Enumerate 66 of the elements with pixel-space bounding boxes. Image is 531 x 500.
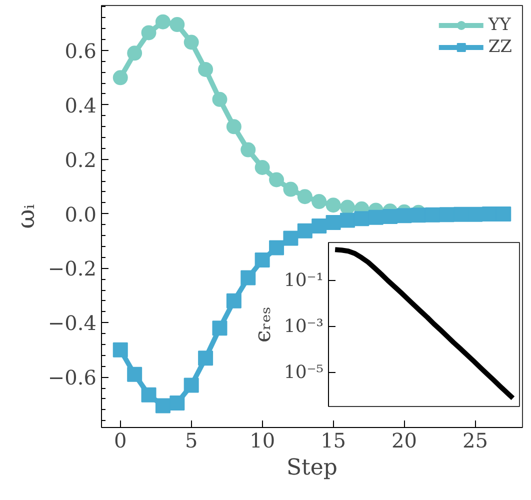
- point: [468, 206, 483, 222]
- point: [170, 395, 185, 410]
- point: [297, 189, 312, 204]
- y-tick-label: 0.0: [64, 202, 97, 226]
- y-tick-label: −0.6: [48, 366, 97, 390]
- point: [112, 70, 128, 86]
- point: [354, 211, 370, 226]
- point: [212, 320, 228, 336]
- point: [254, 252, 270, 268]
- x-tick-label: 0: [114, 428, 127, 452]
- point: [283, 182, 298, 197]
- point: [155, 398, 170, 414]
- y-tick-label: 0.6: [64, 38, 97, 63]
- point: [127, 366, 142, 382]
- point: [141, 25, 156, 40]
- point: [340, 200, 355, 215]
- point: [396, 208, 412, 224]
- point: [127, 46, 142, 61]
- point: [112, 342, 128, 358]
- point: [496, 206, 512, 222]
- point: [368, 210, 384, 225]
- point: [184, 378, 199, 393]
- point: [226, 293, 242, 308]
- point: [340, 212, 355, 228]
- x-tick-label: 15: [320, 428, 346, 452]
- point: [425, 207, 440, 222]
- point: [269, 172, 284, 188]
- y-tick-label: 10⁻⁵: [284, 362, 324, 383]
- point: [297, 223, 312, 238]
- y-tick-label: −0.4: [48, 311, 97, 336]
- x-tick-label: 25: [462, 428, 488, 452]
- point: [283, 230, 298, 246]
- point: [454, 206, 469, 222]
- point: [240, 270, 256, 286]
- point: [410, 208, 426, 223]
- x-tick-label: 20: [392, 428, 417, 452]
- point: [141, 387, 156, 402]
- x-tick-label: 5: [184, 428, 198, 452]
- point: [326, 198, 341, 213]
- legend-label: YY: [488, 15, 511, 35]
- point: [226, 119, 242, 134]
- point: [382, 209, 398, 224]
- x-tick-label: 10: [250, 428, 276, 452]
- point: [198, 350, 214, 366]
- point: [254, 160, 270, 175]
- point: [269, 240, 284, 256]
- point: [240, 142, 256, 158]
- point: [439, 207, 454, 222]
- point: [184, 34, 199, 50]
- point: [326, 214, 341, 230]
- x-axis-title: Step: [286, 456, 338, 480]
- y-axis-title: ϵᵣₑₛ: [250, 306, 276, 342]
- point: [312, 218, 327, 234]
- y-tick-label: 10⁻³: [284, 316, 324, 337]
- y-tick-label: 0.4: [64, 93, 97, 118]
- point: [312, 194, 327, 210]
- point: [155, 14, 170, 30]
- point: [482, 206, 497, 222]
- y-tick-label: −0.2: [48, 256, 97, 281]
- y-axis-title: ωᵢ: [12, 204, 40, 229]
- point: [212, 92, 228, 107]
- legend-label: ZZ: [488, 37, 512, 57]
- point: [170, 17, 185, 32]
- point: [198, 62, 214, 77]
- y-tick-label: 0.2: [64, 148, 97, 172]
- y-tick-label: 10⁻¹: [284, 270, 324, 291]
